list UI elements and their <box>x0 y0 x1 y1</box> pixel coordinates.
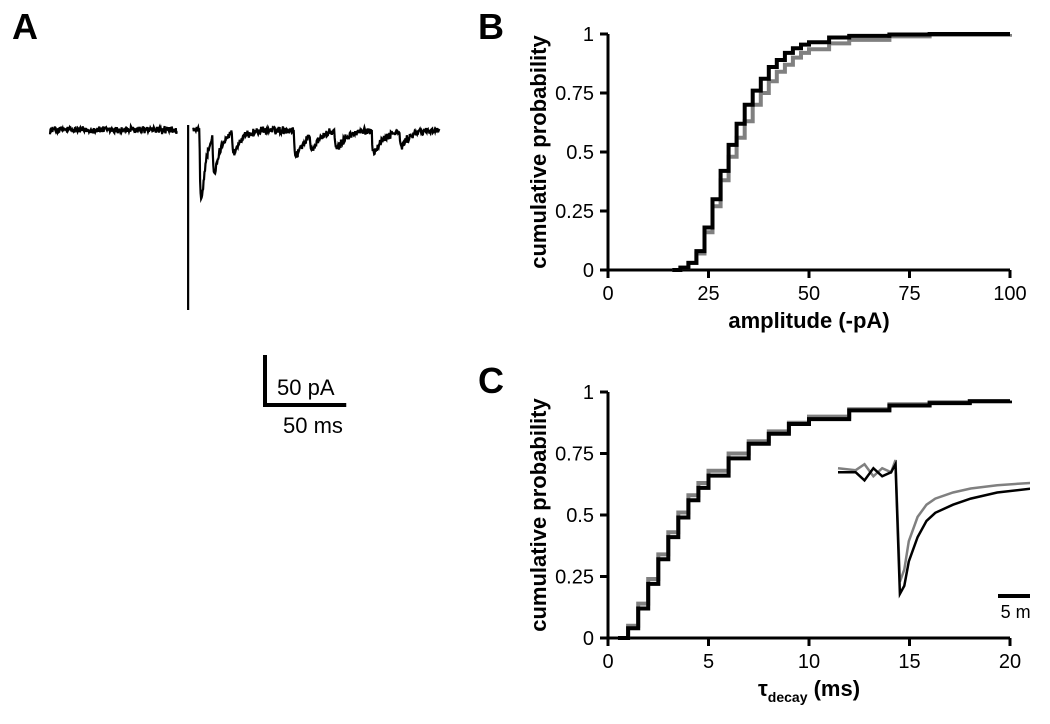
panel-label-a: A <box>12 6 38 48</box>
series-gray <box>672 34 1010 270</box>
y-tick-label: 0.75 <box>555 83 594 105</box>
trace-pre <box>50 126 177 134</box>
x-tick-label: 20 <box>999 651 1021 673</box>
y-tick-label: 0.75 <box>555 444 594 466</box>
panel-label-b: B <box>478 6 504 48</box>
panel-a-svg: 50 pA 50 ms <box>30 60 460 460</box>
figure-root: A B C 50 pA50 ms 025507510000.250.50.751… <box>0 0 1050 724</box>
trace-post <box>193 126 439 198</box>
series-black <box>618 401 1010 638</box>
x-tick-label: 75 <box>898 283 920 305</box>
panel-label-c: C <box>478 360 504 402</box>
x-axis-label: amplitude (-pA) <box>728 308 889 333</box>
y-tick-label: 0.5 <box>566 505 594 527</box>
y-axis-label: cumulative probability <box>526 397 551 631</box>
scalebar-x-label: 50 ms <box>283 413 343 438</box>
x-axis-label: τdecay (ms) <box>758 676 860 705</box>
inset-trace-black <box>838 464 1030 594</box>
y-tick-label: 1 <box>583 382 594 404</box>
x-tick-label: 15 <box>898 651 920 673</box>
x-tick-label: 5 <box>703 651 714 673</box>
inset-scalebar-label: 5 ms <box>1001 602 1030 622</box>
panel-a: 50 pA 50 ms <box>30 60 460 460</box>
y-tick-label: 0.25 <box>555 567 594 589</box>
series-black <box>672 34 1010 270</box>
x-tick-label: 100 <box>993 283 1026 305</box>
panel-c-svg: 0 5 10 15 20 0 0.25 0.5 0.75 1 cumulative probabil… <box>520 378 1030 708</box>
panel-b: 0 25 50 75 100 0 0.25 0.5 0.75 1 cumulative probab… <box>520 20 1030 340</box>
x-tick-label: 25 <box>697 283 719 305</box>
x-tick-label: 0 <box>602 283 613 305</box>
scalebar-y-label: 50 pA <box>277 375 335 400</box>
y-tick-label: 1 <box>583 24 594 46</box>
y-tick-label: 0.25 <box>555 201 594 223</box>
x-tick-label: 10 <box>798 651 820 673</box>
y-tick-label: 0 <box>583 260 594 282</box>
panel-b-svg: 0 25 50 75 100 0 0.25 0.5 0.75 1 cumulative probab… <box>520 20 1030 340</box>
y-axis-label: cumulative probability <box>526 34 551 268</box>
y-tick-label: 0 <box>583 628 594 650</box>
panel-c: 0 5 10 15 20 0 0.25 0.5 0.75 1 cumulative probabil… <box>520 378 1030 708</box>
y-tick-label: 0.5 <box>566 142 594 164</box>
x-tick-label: 50 <box>798 283 820 305</box>
x-tick-label: 0 <box>602 651 613 673</box>
